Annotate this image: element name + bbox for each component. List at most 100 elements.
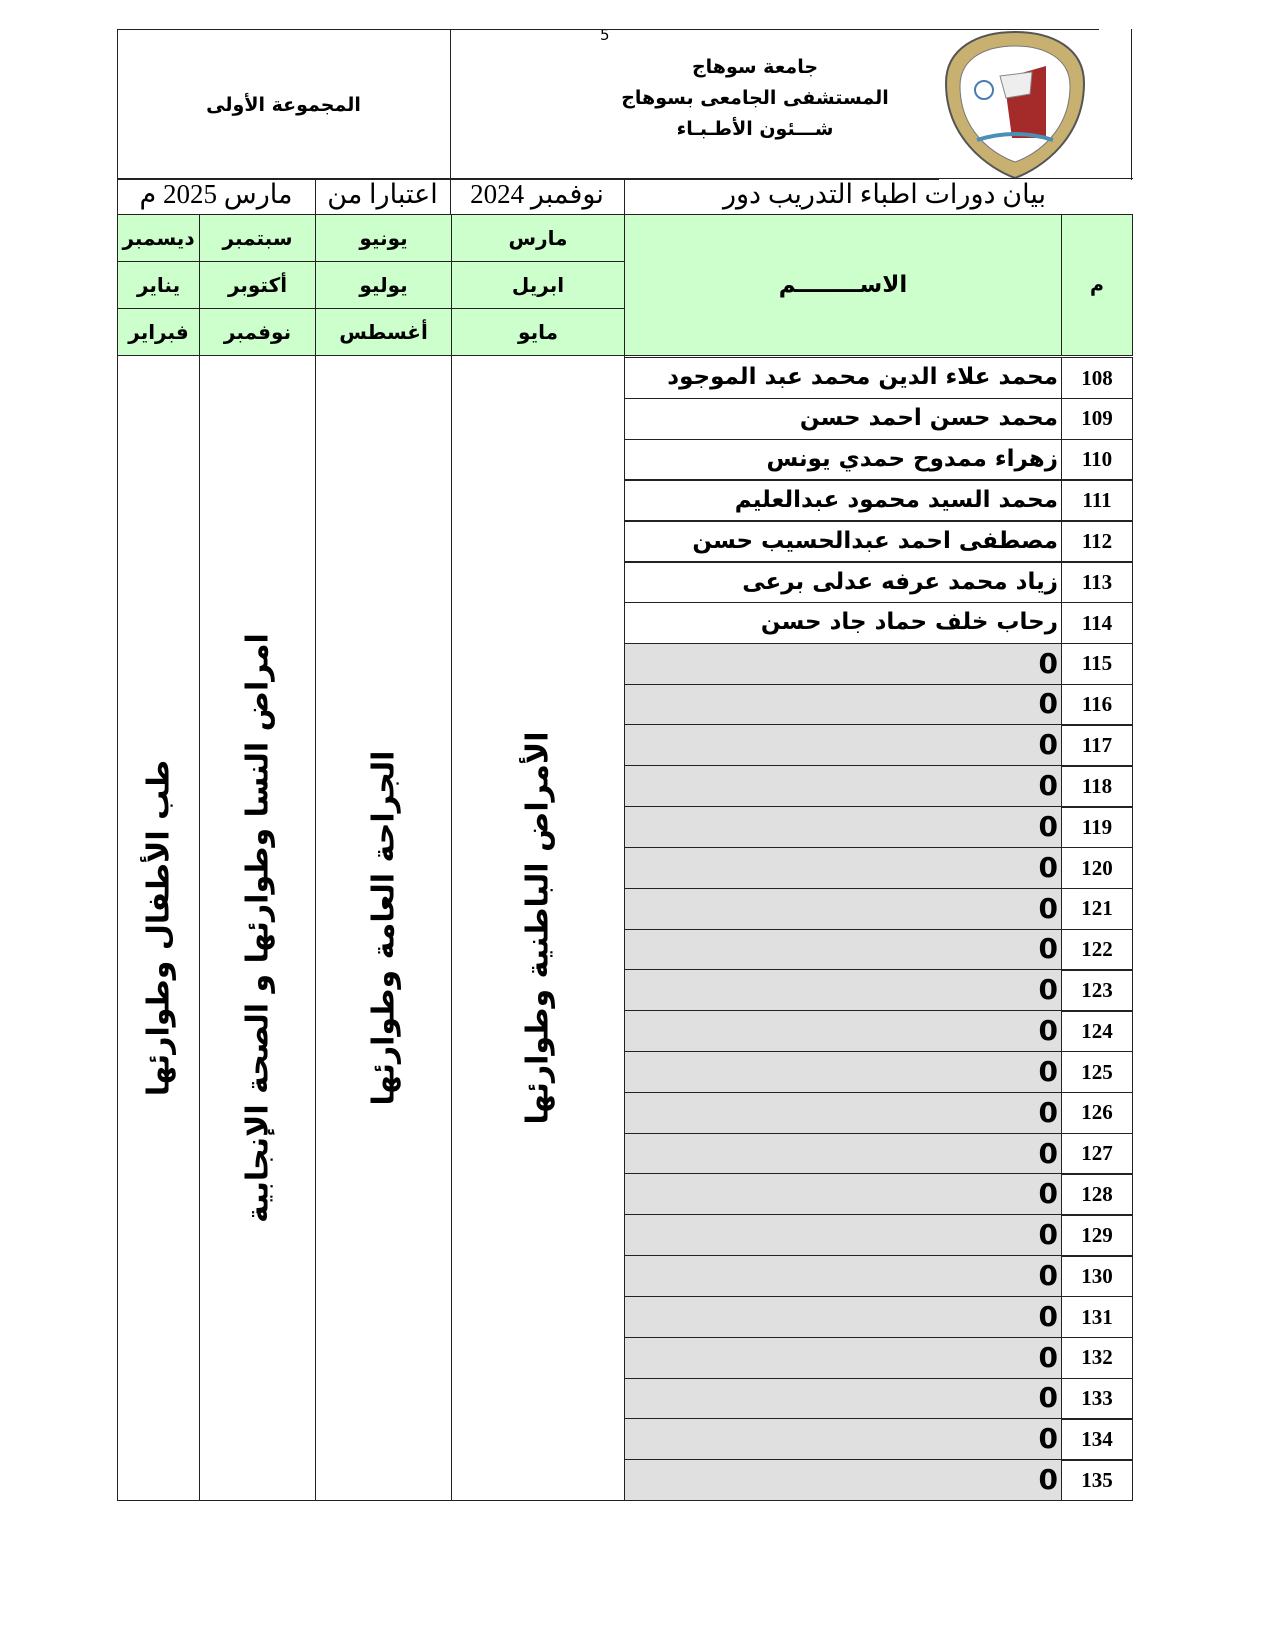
table-row-name-cell <box>624 969 1062 1012</box>
table-row-name-cell <box>624 1336 1062 1380</box>
month-to: مارس 2025 م <box>139 179 293 209</box>
month-from: نوفمبر 2024 <box>470 179 604 209</box>
month-cell: أغسطس <box>315 308 452 356</box>
student-name: 0 <box>1038 728 1058 762</box>
table-row-name-cell <box>624 1255 1062 1298</box>
student-name: 0 <box>1038 1054 1058 1088</box>
row-number: 135 <box>1061 1459 1133 1502</box>
month-cell: مارس <box>451 214 625 262</box>
table-row-name-cell <box>624 1050 1062 1094</box>
university-logo <box>942 28 1088 180</box>
student-name: 0 <box>1038 850 1058 884</box>
student-name: 0 <box>1038 1095 1058 1129</box>
month-cell: مايو <box>451 308 625 356</box>
month-cell: يوليو <box>315 261 452 309</box>
table-row-name-cell <box>624 642 1062 686</box>
student-name: زهراء ممدوح حمدي يونس <box>766 446 1058 473</box>
row-number: 131 <box>1061 1295 1133 1339</box>
row-number: 118 <box>1061 765 1133 808</box>
month-cell: ديسمبر <box>117 214 200 262</box>
student-name: 0 <box>1038 1136 1058 1170</box>
student-name: 0 <box>1038 932 1058 966</box>
divider <box>939 29 1099 30</box>
row-number: 124 <box>1061 1010 1133 1053</box>
row-number: 129 <box>1061 1214 1133 1257</box>
row-number: 119 <box>1061 806 1133 849</box>
department-name: امراض النسا وطوارئها و الصحة الإنجابية <box>240 633 275 1223</box>
month-cell: يناير <box>117 261 200 309</box>
student-name: 0 <box>1038 1299 1058 1333</box>
student-name: 0 <box>1038 809 1058 843</box>
student-name: مصطفى احمد عبدالحسيب حسن <box>692 527 1058 554</box>
student-name: 0 <box>1038 1381 1058 1415</box>
department-name: طب الأطفال وطوارئها <box>141 759 176 1097</box>
institution-block: جامعة سوهاج المستشفى الجامعى بسوهاج شـــ… <box>560 52 950 145</box>
table-row-name-cell <box>624 765 1062 808</box>
header-name-cell <box>624 214 1062 356</box>
student-name: 0 <box>1038 891 1058 925</box>
student-name: 0 <box>1038 1218 1058 1252</box>
university-name: جامعة سوهاج <box>691 56 819 78</box>
divider <box>624 178 625 215</box>
row-number: 134 <box>1061 1418 1133 1461</box>
month-cell: أكتوبر <box>199 261 316 309</box>
row-number: 126 <box>1061 1091 1133 1135</box>
header-num-cell <box>1061 214 1133 356</box>
row-number: 117 <box>1061 724 1133 767</box>
column-header-num: م <box>1090 274 1104 296</box>
student-name: 0 <box>1038 973 1058 1007</box>
row-number: 113 <box>1061 561 1133 604</box>
row-number: 110 <box>1061 438 1133 481</box>
student-name: 0 <box>1038 646 1058 680</box>
row-number: 122 <box>1061 928 1133 971</box>
table-row-name-cell <box>624 806 1062 849</box>
row-number: 127 <box>1061 1132 1133 1175</box>
document-title: بيان دورات اطباء التدريب دور <box>722 179 1046 209</box>
student-name: 0 <box>1038 1463 1058 1497</box>
table-row-name-cell <box>624 1377 1062 1420</box>
row-number: 108 <box>1061 357 1133 400</box>
student-name: 0 <box>1038 1340 1058 1374</box>
department-name: شـــئون الأطـبـاء <box>676 118 834 140</box>
row-number: 112 <box>1061 520 1133 563</box>
row-number: 133 <box>1061 1377 1133 1420</box>
row-number: 121 <box>1061 887 1133 930</box>
student-name: زياد محمد عرفه عدلى برعى <box>742 568 1058 595</box>
department-column: الأمراض الباطنية وطوارئها <box>451 355 625 1501</box>
student-name: 0 <box>1038 1422 1058 1456</box>
row-number: 114 <box>1061 601 1133 645</box>
table-row-name-cell <box>624 928 1062 971</box>
department-column: طب الأطفال وطوارئها <box>117 355 200 1501</box>
page-number: 5 <box>600 26 610 44</box>
month-cell: يونيو <box>315 214 452 262</box>
department-column: الجراحة العامة وطوارئها <box>315 355 452 1501</box>
divider <box>1131 29 1132 180</box>
row-number: 115 <box>1061 642 1133 686</box>
row-number: 109 <box>1061 397 1133 441</box>
row-number: 123 <box>1061 969 1133 1012</box>
table-row-name-cell <box>624 1132 1062 1175</box>
department-column: امراض النسا وطوارئها و الصحة الإنجابية <box>199 355 316 1501</box>
department-name: الجراحة العامة وطوارئها <box>366 750 401 1106</box>
divider <box>450 29 451 180</box>
table-row-name-cell <box>624 887 1062 930</box>
row-number: 128 <box>1061 1173 1133 1216</box>
student-name: 0 <box>1038 1177 1058 1211</box>
divider <box>315 178 316 215</box>
row-number: 130 <box>1061 1255 1133 1298</box>
row-number: 132 <box>1061 1336 1133 1380</box>
table-row-name-cell <box>624 1214 1062 1257</box>
column-header-name: الاســــــــم <box>778 272 908 298</box>
student-name: 0 <box>1038 687 1058 721</box>
as-of-label: اعتبارا من <box>327 179 438 209</box>
student-name: محمد حسن احمد حسن <box>799 405 1058 432</box>
student-name: 0 <box>1038 1014 1058 1048</box>
month-cell: سبتمبر <box>199 214 316 262</box>
row-number: 125 <box>1061 1050 1133 1094</box>
student-name: 0 <box>1038 1258 1058 1292</box>
student-name: محمد السيد محمود عبدالعليم <box>734 486 1058 513</box>
student-name: رحاب خلف حماد جاد حسن <box>760 609 1058 636</box>
header-box <box>117 29 939 180</box>
department-name: الأمراض الباطنية وطوارئها <box>520 731 556 1125</box>
